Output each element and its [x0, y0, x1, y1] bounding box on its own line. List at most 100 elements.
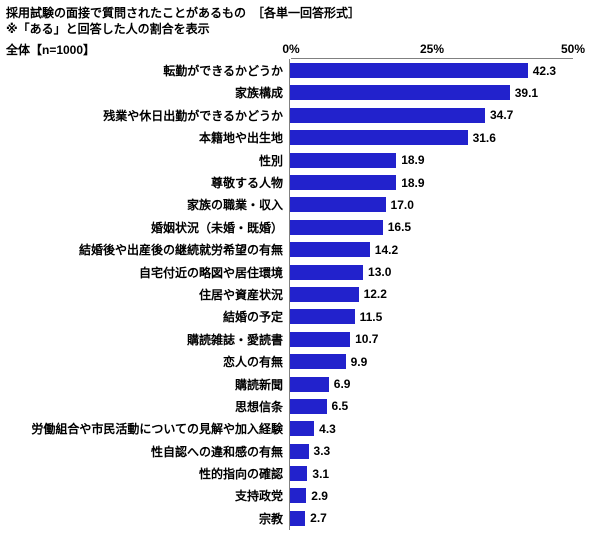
bar-track: 6.5 — [289, 395, 571, 418]
chart-row: 家族構成 39.1 — [6, 81, 596, 105]
bar — [290, 107, 485, 123]
category-label: 労働組合や市民活動についての見解や加入経験 — [31, 422, 283, 437]
category-label: 結婚の予定 — [222, 310, 283, 325]
category-label: 性的指向の確認 — [198, 467, 283, 482]
x-axis: 全体【n=1000】 0% 25% 50% — [6, 38, 596, 60]
x-axis-tick-label: 25% — [419, 42, 445, 57]
value-label: 9.9 — [350, 354, 368, 369]
bar — [290, 219, 383, 235]
bar — [290, 443, 309, 459]
bar-track: 3.3 — [289, 440, 571, 463]
chart-row: 尊敬する人物 18.9 — [6, 171, 596, 194]
value-label: 4.3 — [319, 421, 336, 436]
category-label: 残業や休日出勤ができるかどうか — [103, 108, 283, 123]
value-label: 34.7 — [490, 108, 514, 123]
category-label: 購読新聞 — [234, 377, 283, 392]
category-label: 婚姻状況（未婚・既婚） — [150, 220, 283, 235]
chart-row: 恋人の有無 9.9 — [6, 350, 596, 373]
bar — [290, 130, 468, 146]
category-label: 性自認への違和感の有無 — [150, 444, 283, 459]
bar — [290, 175, 397, 191]
bar — [290, 152, 397, 168]
bar — [290, 331, 351, 347]
bar-track: 42.3 — [289, 59, 571, 82]
chart-row: 性別 18.9 — [6, 148, 596, 172]
bar-track: 2.9 — [289, 484, 571, 508]
value-label: 14.2 — [374, 242, 399, 257]
bar-track: 12.2 — [289, 283, 571, 306]
chart-row: 婚姻状況（未婚・既婚） 16.5 — [6, 216, 596, 239]
bar — [290, 376, 329, 392]
value-label: 13.0 — [368, 265, 392, 280]
category-label: 結婚後や出産後の継続就労希望の有無 — [78, 243, 283, 258]
bar — [290, 309, 355, 325]
bar-track: 18.9 — [289, 171, 571, 194]
bar-track: 39.1 — [289, 81, 571, 105]
chart-subtitle: ※「ある」と回答した人の割合を表示 — [6, 22, 210, 37]
chart-row: 家族の職業・収入 17.0 — [6, 193, 596, 217]
x-axis-ticks: 0% 25% 50% — [282, 38, 585, 60]
bar — [290, 510, 306, 526]
value-label: 6.9 — [333, 377, 351, 392]
value-label: 31.6 — [472, 130, 496, 145]
bar — [290, 242, 370, 258]
value-label: 2.9 — [311, 488, 328, 503]
category-label: 支持政党 — [234, 489, 283, 504]
chart-row: 購読新聞 6.9 — [6, 372, 596, 396]
bar-track: 16.5 — [289, 216, 571, 239]
bar — [290, 488, 307, 504]
chart-row: 支持政党 2.9 — [6, 484, 596, 508]
chart-row: 労働組合や市民活動についての見解や加入経験 4.3 — [6, 417, 596, 441]
category-label: 恋人の有無 — [222, 355, 283, 370]
value-label: 3.3 — [313, 444, 331, 459]
value-label: 39.1 — [514, 85, 539, 100]
chart-row: 住居や資産状況 12.2 — [6, 283, 596, 306]
category-label: 本籍地や出生地 — [198, 131, 283, 146]
category-label: 性別 — [258, 153, 283, 168]
category-label: 家族構成 — [234, 86, 283, 101]
x-axis-tick-label: 50% — [560, 42, 586, 57]
bar-track: 9.9 — [289, 350, 571, 373]
category-label: 自宅付近の略図や居住環境 — [138, 265, 283, 280]
chart-row: 思想信条 6.5 — [6, 395, 596, 418]
bar-track: 18.9 — [289, 148, 571, 172]
value-label: 3.1 — [312, 466, 330, 481]
chart-row: 結婚後や出産後の継続就労希望の有無 14.2 — [6, 238, 596, 261]
value-label: 16.5 — [387, 220, 412, 235]
category-label: 転勤ができるかどうか — [163, 64, 283, 79]
bar — [290, 354, 346, 370]
bar-track: 11.5 — [289, 305, 571, 329]
category-label: 宗教 — [258, 511, 283, 526]
category-label: 家族の職業・収入 — [186, 198, 283, 213]
chart-row: 購読雑誌・愛読書 10.7 — [6, 328, 596, 351]
bar-track: 14.2 — [289, 238, 571, 261]
bar — [290, 197, 386, 213]
category-label: 思想信条 — [234, 399, 283, 414]
value-label: 12.2 — [363, 287, 387, 302]
bar-track: 34.7 — [289, 104, 571, 127]
value-label: 11.5 — [359, 309, 383, 324]
value-label: 17.0 — [390, 197, 414, 212]
value-label: 2.7 — [310, 511, 327, 526]
bar — [290, 286, 359, 302]
sample-size-label: 全体【n=1000】 — [6, 43, 96, 58]
value-label: 10.7 — [355, 332, 379, 347]
bar — [290, 85, 510, 101]
category-label: 住居や資産状況 — [198, 287, 283, 302]
bar — [290, 63, 528, 79]
chart-row: 性的指向の確認 3.1 — [6, 462, 596, 485]
bar-track: 13.0 — [289, 260, 571, 284]
category-label: 購読雑誌・愛読書 — [186, 332, 283, 347]
bar-track: 17.0 — [289, 193, 571, 217]
bar-track: 31.6 — [289, 126, 571, 149]
x-axis-tick-label: 0% — [282, 42, 300, 57]
chart-row: 転勤ができるかどうか 42.3 — [6, 59, 596, 82]
chart-row: 結婚の予定 11.5 — [6, 305, 596, 329]
value-label: 18.9 — [401, 175, 425, 190]
value-label: 42.3 — [532, 63, 557, 78]
bar-track: 3.1 — [289, 462, 571, 485]
value-label: 18.9 — [401, 153, 425, 168]
chart-row: 宗教 2.7 — [6, 507, 596, 530]
category-label: 尊敬する人物 — [210, 176, 283, 191]
